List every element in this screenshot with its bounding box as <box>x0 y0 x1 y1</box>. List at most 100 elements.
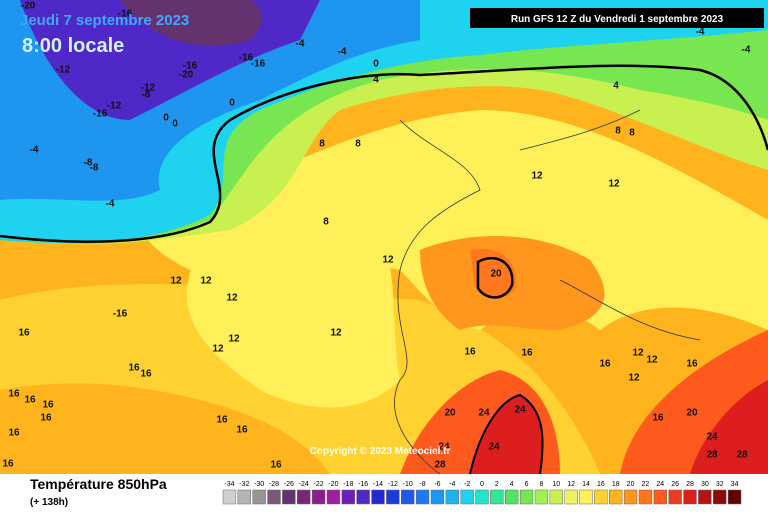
colorbar-swatch <box>326 489 341 505</box>
contour-label: 28 <box>434 460 446 471</box>
colorbar-label: -20 <box>328 481 338 488</box>
contour-label: 16 <box>18 328 30 339</box>
colorbar-label: 12 <box>567 481 575 488</box>
colorbar-label: -26 <box>284 481 294 488</box>
colorbar-label: 32 <box>716 481 724 488</box>
colorbar-swatch <box>519 489 534 505</box>
colorbar-swatch <box>460 489 474 505</box>
colorbar-swatch <box>534 489 549 505</box>
contour-label: -20 <box>21 1 36 12</box>
colorbar-label: 34 <box>731 481 739 488</box>
colorbar-label: 30 <box>701 481 709 488</box>
colorbar-swatch <box>505 489 519 505</box>
contour-label: 12 <box>212 344 224 355</box>
contour-label: -12 <box>56 65 71 76</box>
colorbar-label: -12 <box>388 481 398 488</box>
contour-label: 16 <box>8 389 20 400</box>
colorbar-swatch <box>222 489 237 505</box>
contour-label: 12 <box>628 373 640 384</box>
contour-label: 16 <box>599 359 611 370</box>
colorbar-label: 6 <box>525 481 529 488</box>
colorbar-label: -30 <box>254 481 264 488</box>
colorbar-swatch <box>282 489 296 505</box>
colorbar-swatch <box>475 489 489 505</box>
contour-label: 28 <box>736 450 748 461</box>
contour-label: -12 <box>107 101 122 112</box>
colorbar-label: -14 <box>373 481 383 488</box>
contour-label: -4 <box>696 27 705 38</box>
colorbar-swatch <box>430 489 445 505</box>
contour-label: 8 <box>319 139 325 150</box>
contour-label: 16 <box>24 395 36 406</box>
contour-label: -4 <box>106 199 115 210</box>
colorbar-swatch <box>683 489 697 505</box>
colorbar-swatch <box>638 489 653 505</box>
freezing-contour <box>0 64 768 243</box>
colorbar-label: 18 <box>612 481 620 488</box>
contour-label: -4 <box>742 45 751 56</box>
temp-area <box>470 395 543 474</box>
colorbar-label: -2 <box>464 481 470 488</box>
colorbar-swatch <box>297 489 311 505</box>
contour-label: 12 <box>382 255 394 266</box>
contour-label: 24 <box>514 405 526 416</box>
contour-label: -16 <box>113 309 128 320</box>
colorbar-swatch <box>698 489 712 505</box>
contour-label: -16 <box>251 59 266 70</box>
colorbar-swatch <box>653 489 667 505</box>
colorbar-label: -16 <box>358 481 368 488</box>
colorbar-label: 8 <box>539 481 543 488</box>
colorbar-swatch <box>401 489 415 505</box>
colorbar-swatch <box>252 489 266 505</box>
colorbar-label: -34 <box>224 481 234 488</box>
colorbar-swatch <box>311 489 326 505</box>
contour-label: -20 <box>179 70 194 81</box>
colorbar-swatch <box>267 489 281 505</box>
copyright: Copyright © 2023 Meteociel.fr <box>310 446 451 457</box>
contour-label: 20 <box>444 408 456 419</box>
contour-label: 16 <box>140 369 152 380</box>
contour-label: 12 <box>228 334 240 345</box>
contour-label: 0 <box>373 59 379 70</box>
contour-label: -4 <box>30 145 39 156</box>
colorbar-label: -32 <box>239 481 249 488</box>
contour-label: 12 <box>608 179 620 190</box>
colorbar-label: 26 <box>671 481 679 488</box>
colorbar-label: 20 <box>627 481 635 488</box>
contour-label: 8 <box>629 128 635 139</box>
contour-label: -16 <box>183 61 198 72</box>
contour-label: 16 <box>8 428 20 439</box>
contour-label: 8 <box>615 126 621 137</box>
coastline <box>394 109 701 475</box>
contour-label: 16 <box>236 425 248 436</box>
contour-label: -4 <box>338 47 347 58</box>
colorbar-label: 28 <box>686 481 694 488</box>
field-title: Température 850hPa <box>30 476 167 492</box>
colorbar-swatch <box>549 489 563 505</box>
contour-label: 28 <box>706 450 718 461</box>
colorbar-swatch <box>371 489 385 505</box>
colorbar-label: -22 <box>314 481 324 488</box>
colorbar-label: 14 <box>582 481 590 488</box>
contour-label: 16 <box>686 359 698 370</box>
colorbar-label: 4 <box>510 481 514 488</box>
colorbar-swatch <box>594 489 608 505</box>
contour-label: 20 <box>490 269 502 280</box>
colorbar-label: -6 <box>434 481 440 488</box>
colorbar-label: 2 <box>495 481 499 488</box>
lead-time: (+ 138h) <box>30 497 68 508</box>
colorbar-swatch <box>415 489 430 505</box>
contour-label: 16 <box>270 460 282 471</box>
colorbar-label: -10 <box>403 481 413 488</box>
colorbar-label: -28 <box>269 481 279 488</box>
contour-label: -16 <box>93 109 108 120</box>
contour-label: 24 <box>438 442 450 453</box>
contour-label: 12 <box>531 171 543 182</box>
colorbar-swatch <box>237 489 251 505</box>
temp-area <box>690 380 768 474</box>
contour-labels: -20-16-12 -16-20-16-16-4-4-4-4040-12-8-12… <box>2 1 750 471</box>
contour-label: 16 <box>216 415 228 426</box>
contour-label: 0 <box>163 113 169 124</box>
contour-label: 8 <box>323 217 329 228</box>
